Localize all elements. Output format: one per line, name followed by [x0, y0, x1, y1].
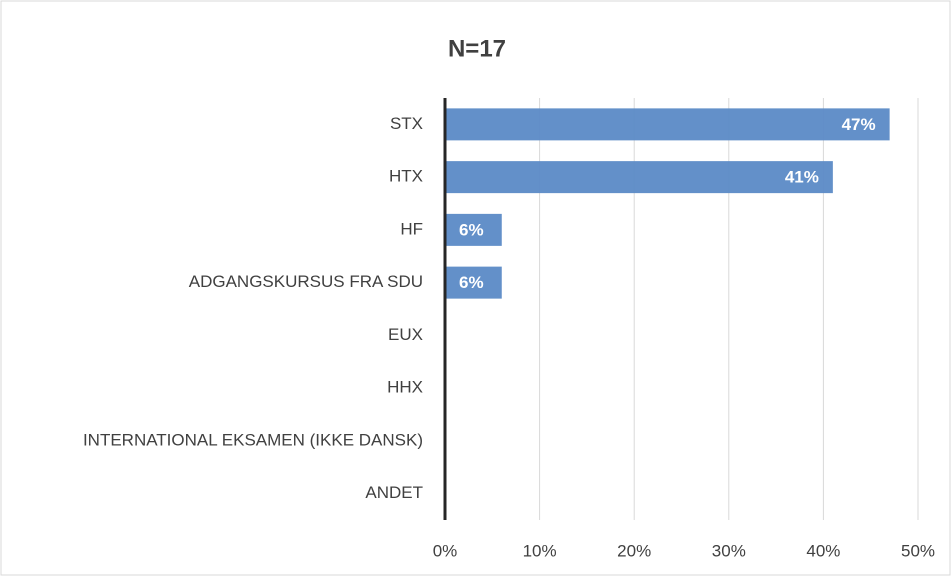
data-label: 6% — [459, 220, 484, 239]
bar — [445, 266, 502, 299]
x-tick-label: 20% — [617, 541, 651, 560]
y-tick-label: HHX — [387, 378, 423, 397]
data-label: 6% — [459, 273, 484, 292]
data-label: 41% — [785, 168, 819, 187]
x-tick-label: 30% — [712, 541, 746, 560]
x-tick-label: 0% — [433, 541, 458, 560]
y-tick-label: ANDET — [365, 483, 423, 502]
data-label: 0% — [459, 484, 484, 503]
data-label: 0% — [459, 326, 484, 345]
data-label: 0% — [459, 431, 484, 450]
y-tick-label: STX — [390, 114, 423, 133]
bar — [445, 161, 833, 194]
bar — [445, 108, 890, 141]
bar — [445, 213, 502, 246]
data-label: 47% — [842, 115, 876, 134]
y-tick-label: HF — [400, 219, 423, 238]
data-label: 0% — [459, 379, 484, 398]
y-tick-label: EUX — [388, 325, 423, 344]
x-tick-label: 40% — [806, 541, 840, 560]
x-tick-label: 50% — [901, 541, 935, 560]
chart-title: N=17 — [448, 35, 506, 62]
y-tick-label: ADGANGSKURSUS FRA SDU — [189, 272, 423, 291]
y-tick-label: HTX — [389, 167, 423, 186]
x-tick-label: 10% — [523, 541, 557, 560]
y-tick-label: INTERNATIONAL EKSAMEN (IKKE DANSK) — [83, 430, 423, 449]
